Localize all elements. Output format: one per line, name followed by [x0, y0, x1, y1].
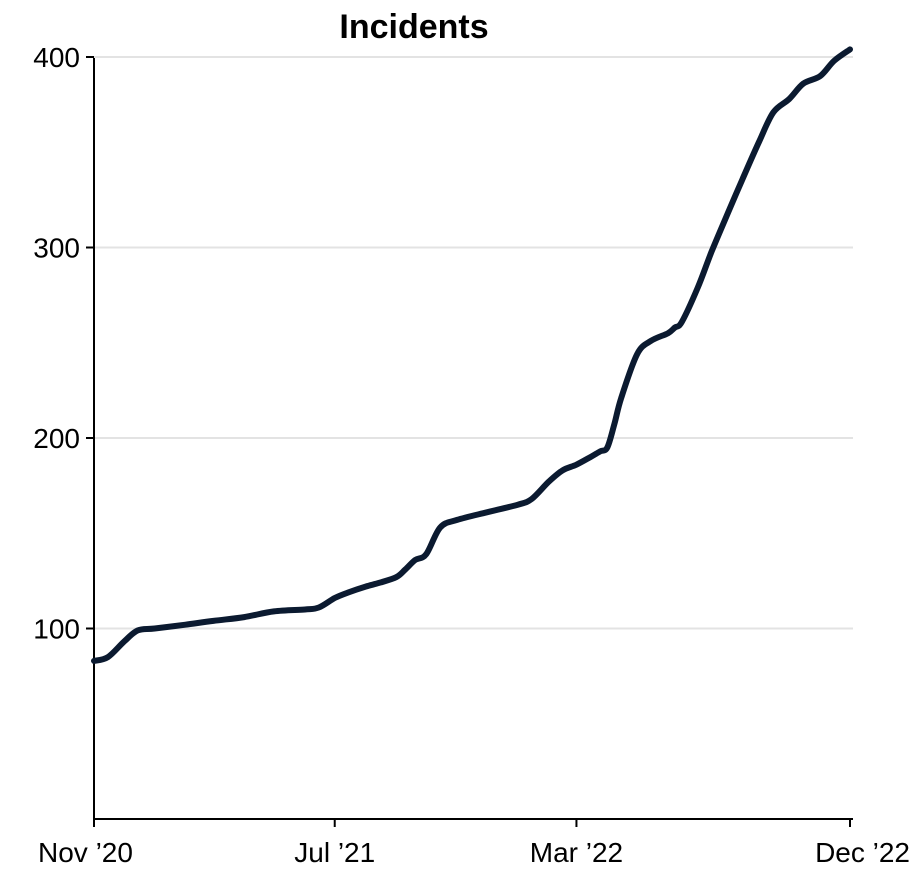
y-tick-label-100: 100: [33, 614, 80, 645]
x-tick-label-3: Dec ’22: [815, 837, 910, 868]
y-tick-label-300: 300: [33, 233, 80, 264]
chart-title: Incidents: [339, 8, 488, 46]
y-tick-label-400: 400: [33, 42, 80, 73]
incidents-series-line: [91, 46, 853, 664]
gridlines: [94, 56, 853, 630]
x-tick-label-2: Mar ’22: [530, 837, 623, 868]
x-tick-label-1: Jul ’21: [294, 837, 375, 868]
x-tick-label-0: Nov ’20: [38, 837, 133, 868]
x-axis-ticks: Nov ’20 Jul ’21 Mar ’22 Dec ’22: [38, 819, 910, 868]
y-tick-label-200: 200: [33, 423, 80, 454]
y-axis-ticks: 100 200 300 400: [33, 42, 94, 645]
